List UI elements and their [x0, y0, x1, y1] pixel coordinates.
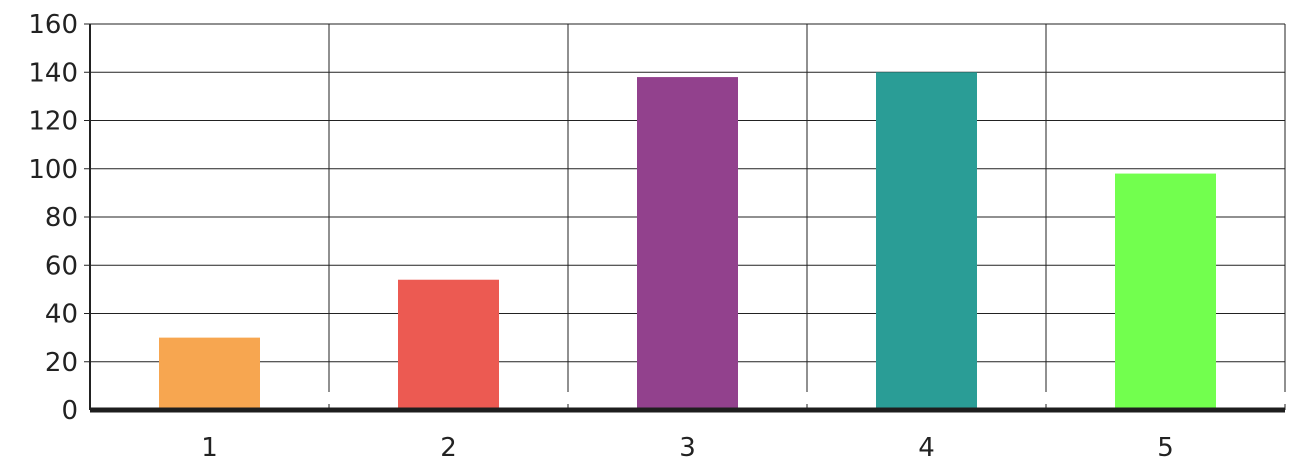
- y-tick-label: 120: [28, 107, 78, 137]
- y-tick-label: 60: [45, 251, 78, 281]
- x-tick-label: 3: [679, 433, 696, 463]
- bar-2: [398, 279, 499, 410]
- y-tick-label: 0: [61, 396, 78, 426]
- y-tick-label: 40: [45, 300, 78, 330]
- bar-1: [159, 337, 260, 410]
- y-tick-labels: 0 20 40 60 80 100 120 140 160: [28, 10, 78, 426]
- y-tick-label: 100: [28, 155, 78, 185]
- bar-5: [1115, 173, 1216, 410]
- x-tick-label: 5: [1157, 433, 1174, 463]
- y-tick-label: 80: [45, 203, 78, 233]
- x-tick-label: 1: [201, 433, 218, 463]
- x-tick-label: 2: [440, 433, 457, 463]
- y-tick-label: 160: [28, 10, 78, 40]
- bar-4: [876, 72, 977, 410]
- x-tick-label: 4: [918, 433, 935, 463]
- y-tick-label: 140: [28, 58, 78, 88]
- bar-3: [637, 77, 738, 410]
- chart-bars: [159, 72, 1216, 410]
- y-tick-label: 20: [45, 348, 78, 378]
- chart-axes: [89, 24, 1285, 413]
- x-tick-labels: 1 2 3 4 5: [201, 433, 1174, 463]
